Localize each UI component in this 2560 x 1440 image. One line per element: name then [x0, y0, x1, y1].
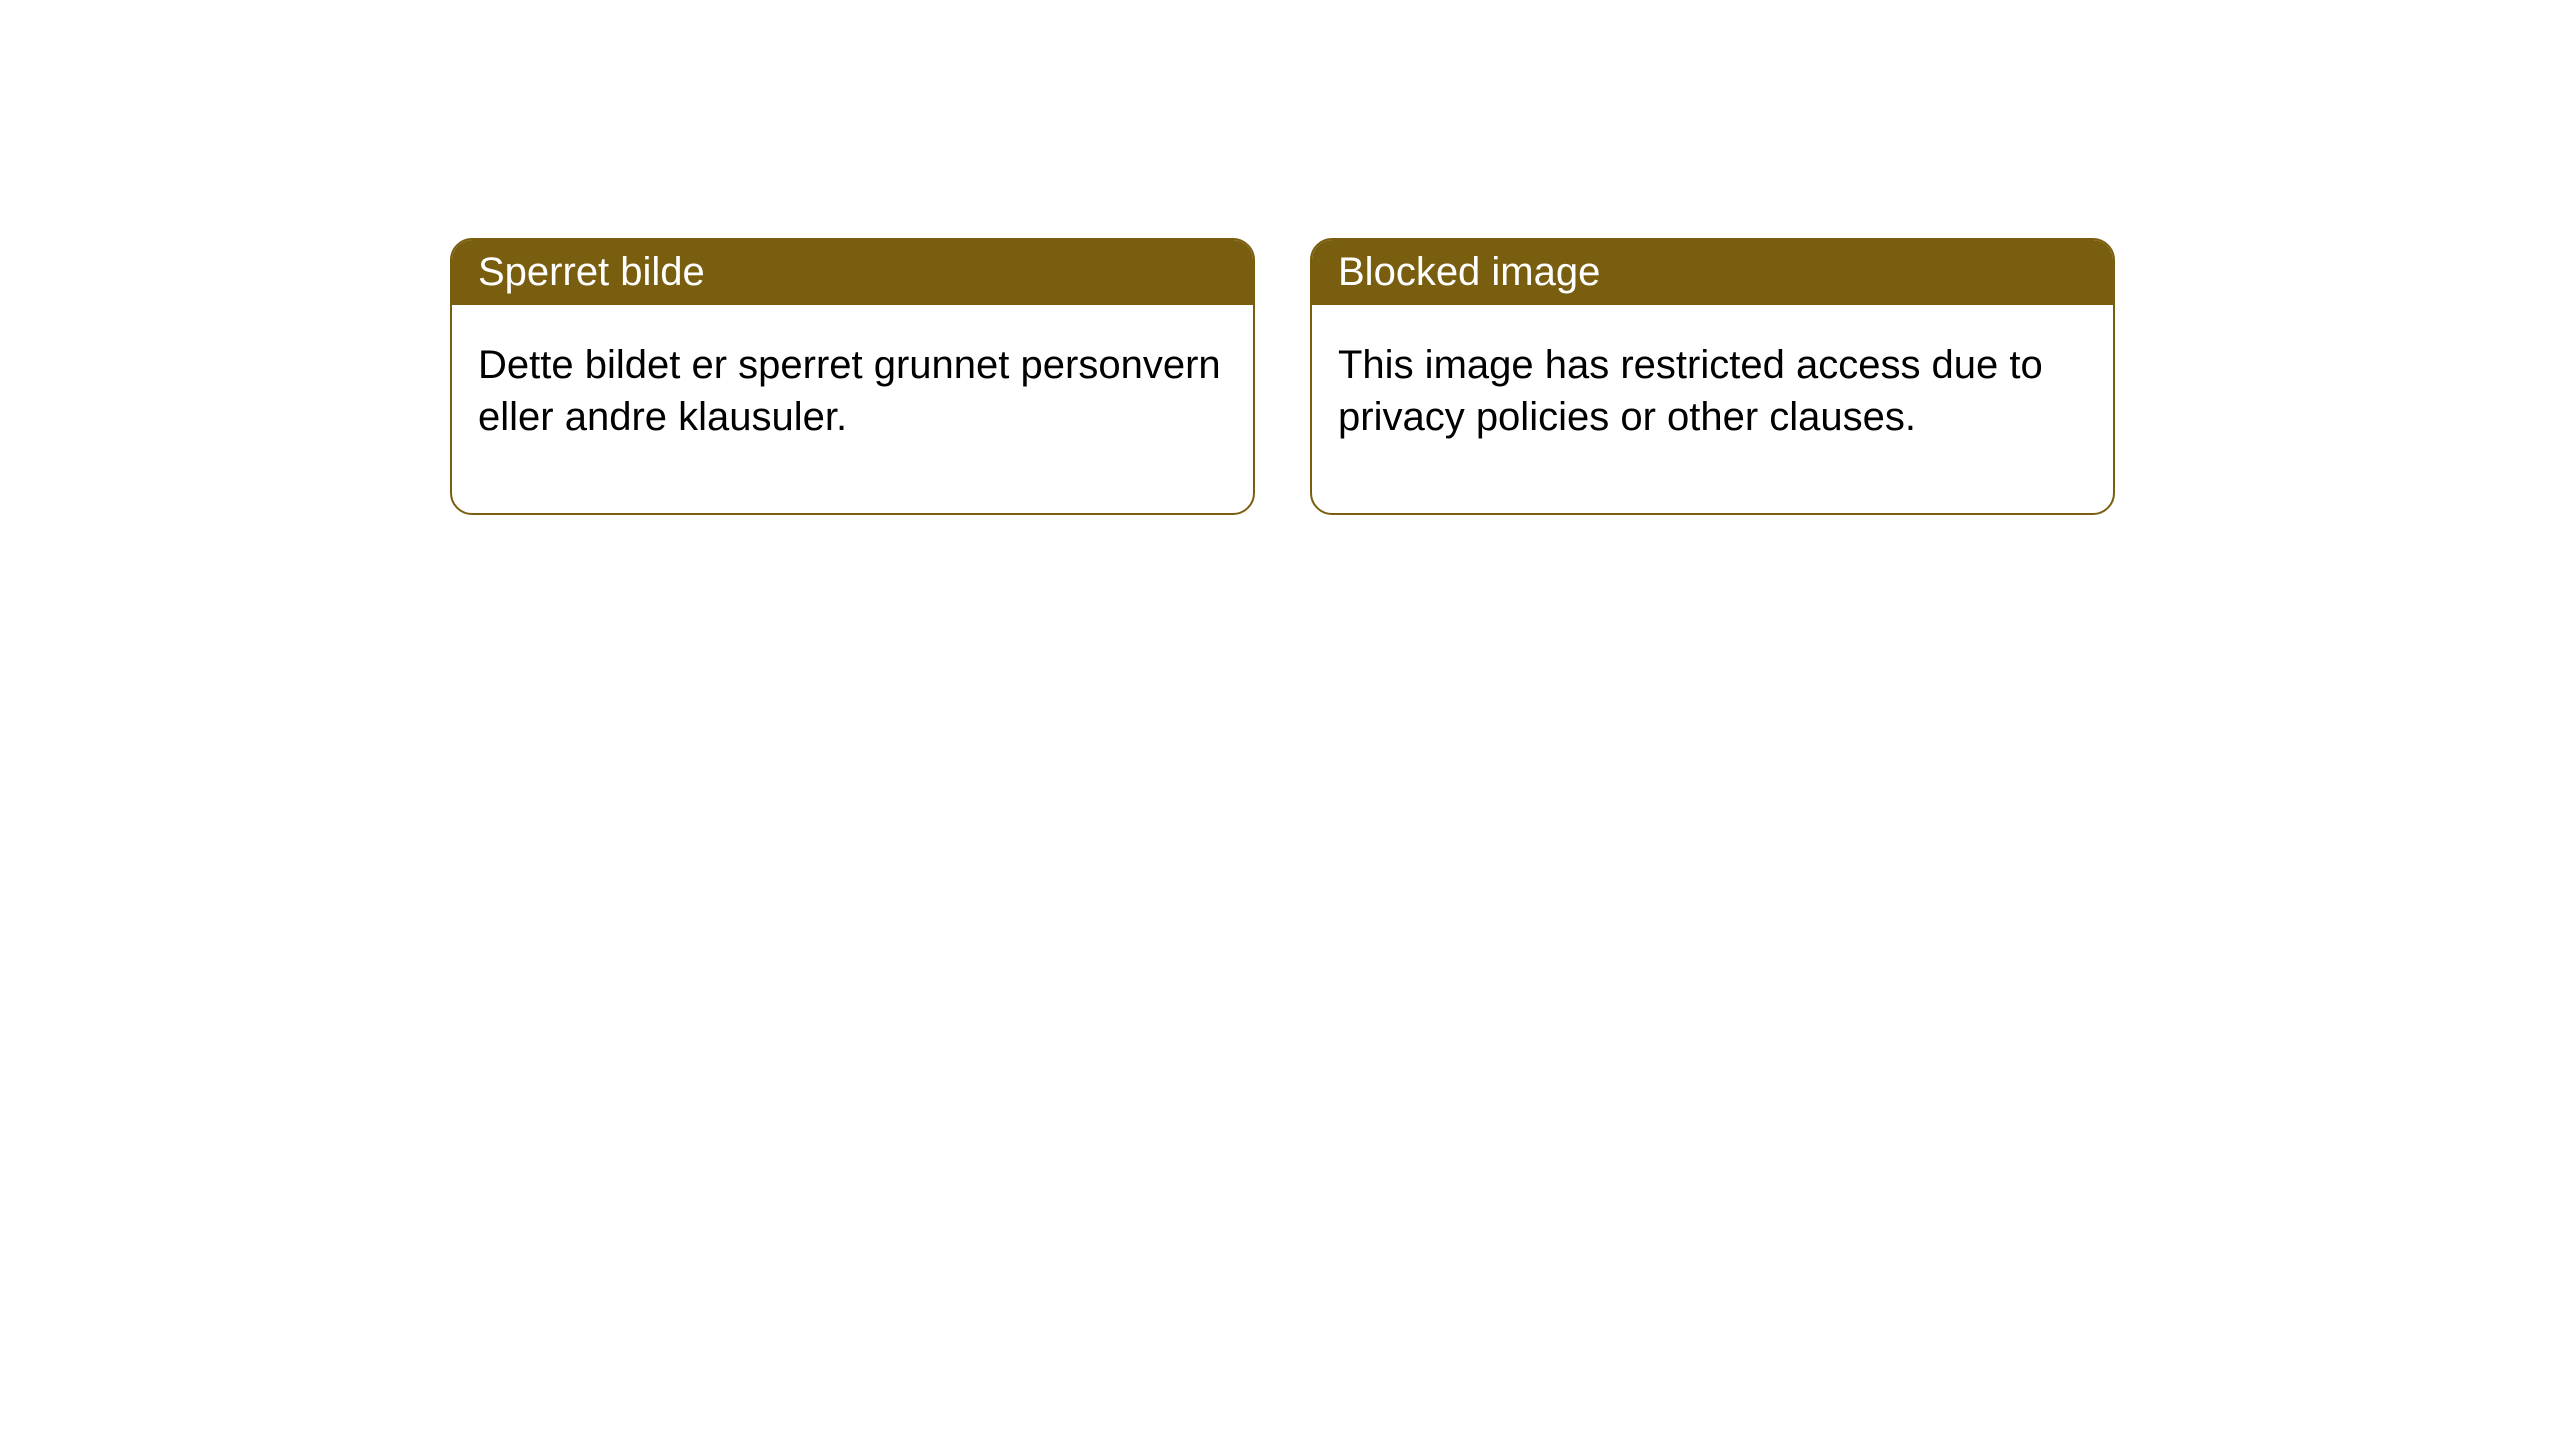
card-header: Sperret bilde — [452, 240, 1253, 305]
card-title: Blocked image — [1338, 250, 1600, 294]
card-body-text: Dette bildet er sperret grunnet personve… — [478, 343, 1221, 439]
blocked-image-card-norwegian: Sperret bilde Dette bildet er sperret gr… — [450, 238, 1255, 515]
card-body: Dette bildet er sperret grunnet personve… — [452, 305, 1253, 513]
cards-container: Sperret bilde Dette bildet er sperret gr… — [450, 238, 2560, 515]
card-header: Blocked image — [1312, 240, 2113, 305]
card-title: Sperret bilde — [478, 250, 705, 294]
card-body: This image has restricted access due to … — [1312, 305, 2113, 513]
blocked-image-card-english: Blocked image This image has restricted … — [1310, 238, 2115, 515]
card-body-text: This image has restricted access due to … — [1338, 343, 2043, 439]
